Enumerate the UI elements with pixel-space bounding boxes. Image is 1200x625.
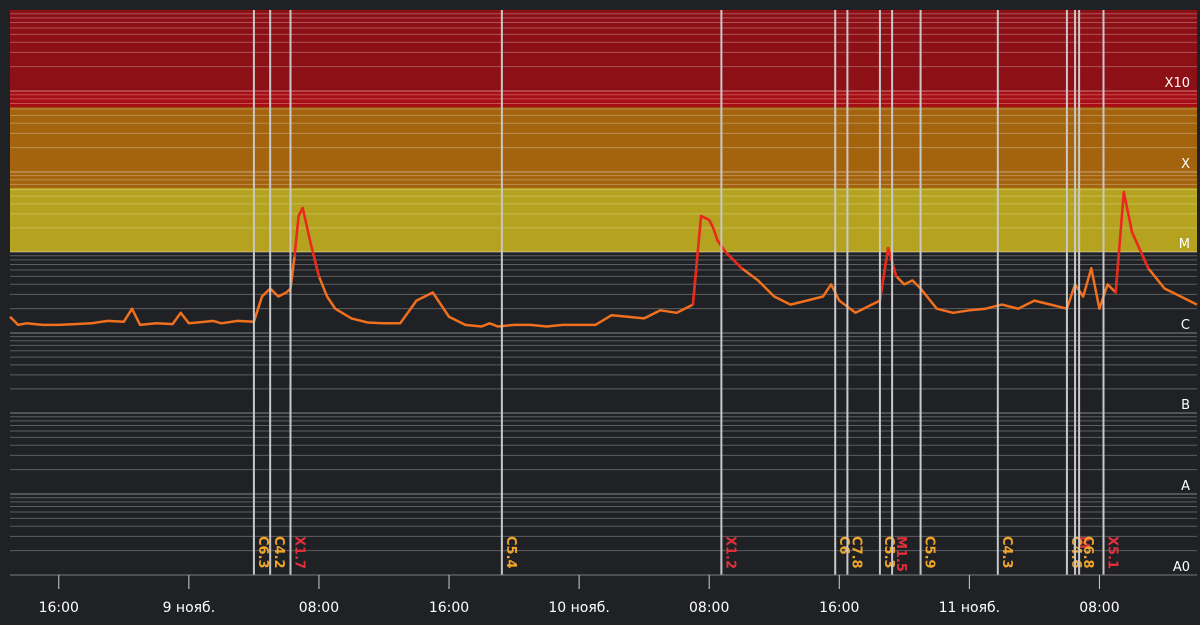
- zone-x10-plus: [10, 10, 1197, 91]
- flare-label: C4.2: [271, 536, 286, 569]
- flux-peak-segment: [878, 246, 890, 302]
- flux-peak-segment: [699, 214, 711, 222]
- flare-label: X1.2: [722, 536, 737, 569]
- flux-peak-segment: [712, 226, 719, 242]
- zone-x: [10, 107, 1197, 188]
- gridlines: [10, 13, 1197, 576]
- zone-m: [10, 188, 1197, 252]
- zone-x10: [10, 91, 1197, 108]
- class-label-x: X: [1181, 157, 1190, 172]
- flux-peak-segment: [309, 242, 321, 278]
- class-zones: [10, 10, 1197, 575]
- flare-label: X1.7: [291, 536, 306, 569]
- class-label-a: A: [1181, 479, 1190, 494]
- flare-label: M1.5: [893, 536, 908, 572]
- x-axis: 16:00 9 нояб. 08:00 16:00 10 нояб. 08:00 16:00…: [10, 574, 1197, 616]
- flux-peak-segment: [707, 218, 715, 230]
- flare-label: C6.3: [255, 536, 270, 569]
- flare-label: C7.8: [848, 536, 863, 569]
- flare-label: C6.8: [1080, 536, 1095, 569]
- class-label-b: B: [1181, 398, 1190, 413]
- flux-peak-segment: [724, 250, 743, 270]
- x-tick-label: 16:00: [819, 600, 859, 616]
- x-tick-label: 9 нояб.: [163, 600, 216, 616]
- x-tick-label: 16:00: [39, 600, 79, 616]
- flare-label: C5.4: [503, 536, 518, 569]
- flux-peak-segment: [1114, 190, 1126, 294]
- flux-peak-segment: [301, 206, 313, 246]
- class-label-x10: X10: [1165, 76, 1190, 91]
- class-label-a0: A0: [1173, 560, 1190, 575]
- series-lines: [9, 190, 1198, 328]
- x-tick-label: 08:00: [299, 600, 339, 616]
- class-labels: X10 X M C B A A0: [1165, 76, 1191, 575]
- flux-line-0: [9, 190, 1198, 328]
- flare-label: X5.1: [1105, 536, 1120, 569]
- flux-peak-segment: [1122, 190, 1134, 234]
- x-tick-label: 08:00: [689, 600, 729, 616]
- x-tick-label: 11 нояб.: [939, 600, 1001, 616]
- x-tick-label: 10 нояб.: [548, 600, 610, 616]
- flux-peak-segment: [691, 214, 703, 306]
- flux-peak-segment: [1130, 230, 1150, 270]
- x-tick-label: 16:00: [429, 600, 469, 616]
- x-tick-label: 08:00: [1079, 600, 1119, 616]
- flare-label: C4.3: [999, 536, 1014, 569]
- flux-peak-segment: [293, 214, 300, 258]
- class-label-m: M: [1179, 237, 1190, 252]
- flare-label: C5.9: [922, 536, 937, 569]
- class-label-c: C: [1181, 318, 1190, 333]
